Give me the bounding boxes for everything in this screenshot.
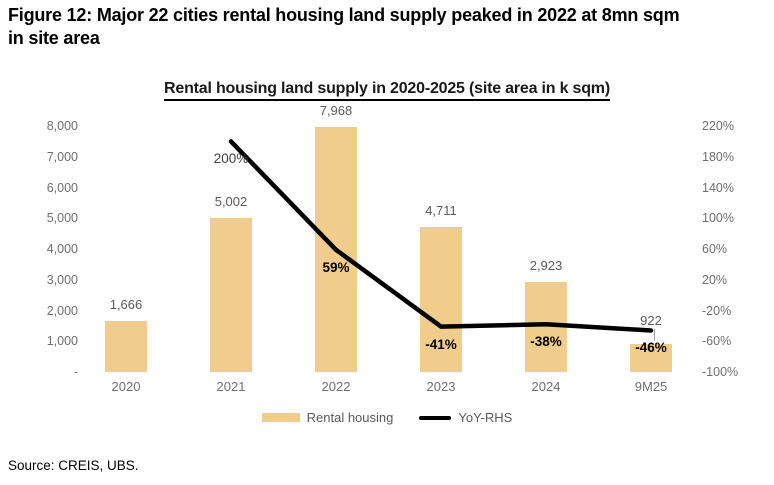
left-axis-tick-6: 2,000 [46, 303, 78, 318]
yoy-label-2021: 200% [213, 151, 249, 167]
left-axis-tick-0: 8,000 [46, 119, 78, 133]
x-axis-label-2021: 2021 [216, 379, 246, 394]
right-axis-tick-0: 220% [702, 119, 734, 133]
legend-label-rental-housing: Rental housing [306, 410, 394, 425]
bar-swatch-icon [261, 413, 300, 422]
x-axis-label-9M25: 9M25 [634, 379, 668, 394]
x-axis-label-2022: 2022 [321, 379, 351, 394]
right-axis-tick-6: -20% [702, 303, 732, 318]
bar-value-label-2022: 7,968 [319, 102, 353, 118]
bar-value-label-2020: 1,666 [109, 296, 143, 312]
left-axis-tick-2: 6,000 [46, 180, 78, 195]
bar-2021 [210, 218, 252, 372]
left-axis-tick-7: 1,000 [46, 334, 78, 349]
bar-value-label-9M25: 922 [640, 312, 662, 328]
right-axis-tick-3: 100% [702, 211, 734, 226]
yoy-label-2023: -41% [425, 336, 457, 352]
source-note: Source: CREIS, UBS. [8, 458, 139, 473]
right-axis-tick-7: -60% [702, 334, 732, 349]
right-axis-tick-8: -100% [702, 365, 739, 379]
yoy-label-2022: 59% [322, 259, 350, 275]
right-axis-tick-1: 180% [702, 149, 734, 164]
left-axis-tick-5: 3,000 [46, 272, 78, 287]
line-swatch-icon [419, 415, 452, 420]
bar-9M25 [630, 343, 672, 372]
x-axis-label-2020: 2020 [111, 379, 141, 394]
figure-title: Figure 12: Major 22 cities rental housin… [8, 4, 768, 50]
chart-title: Rental housing land supply in 2020-2025 … [164, 80, 610, 101]
right-axis-tick-5: 20% [702, 272, 728, 287]
legend: Rental housing YoY-RHS [0, 410, 774, 425]
bar-2023 [420, 227, 462, 372]
right-axis-tick-2: 140% [702, 180, 734, 195]
x-axis-label-2024: 2024 [531, 379, 561, 394]
yoy-label-9M25: -46% [635, 340, 667, 356]
figure-title-line2: in site area [8, 28, 100, 48]
right-axis-tick-4: 60% [702, 242, 728, 256]
left-axis-tick-8: - [73, 365, 78, 379]
left-axis-tick-3: 5,000 [46, 211, 78, 226]
x-axis-label-2023: 2023 [426, 379, 456, 394]
figure-title-line1: Figure 12: Major 22 cities rental housin… [8, 5, 680, 25]
yoy-label-2024: -38% [530, 334, 562, 350]
bar-value-label-2024: 2,923 [529, 258, 563, 274]
bar-value-label-2023: 4,711 [425, 203, 457, 219]
legend-item-rental-housing: Rental housing [261, 410, 394, 425]
left-axis-tick-1: 7,000 [46, 149, 78, 164]
legend-item-yoy-rhs: YoY-RHS [419, 410, 512, 425]
bar-2020 [105, 320, 147, 372]
left-axis-tick-4: 4,000 [46, 242, 78, 256]
legend-label-yoy-rhs: YoY-RHS [458, 410, 513, 425]
bar-value-label-2021: 5,002 [214, 194, 248, 210]
chart-title-row: Rental housing land supply in 2020-2025 … [0, 80, 774, 101]
yoy-line [228, 139, 654, 333]
bar-label-leader-line [654, 328, 655, 341]
